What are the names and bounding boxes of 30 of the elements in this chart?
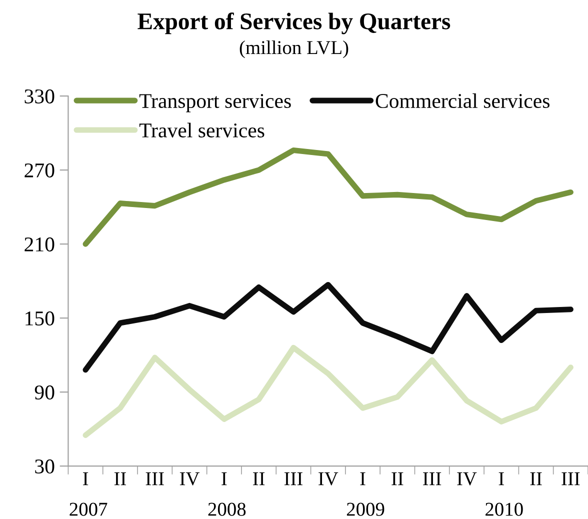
- legend-label: Travel services: [139, 122, 264, 138]
- x-tick-label: III: [146, 472, 164, 486]
- x-tick-label: I: [498, 472, 504, 486]
- legend-label: Transport services: [139, 94, 291, 112]
- chart-title: Export of Services by Quarters: [138, 12, 450, 34]
- y-tick-label: 30: [35, 459, 54, 474]
- x-tick-label: I: [222, 472, 227, 486]
- x-tick-label: III: [423, 472, 442, 486]
- x-tick-label: I: [83, 472, 88, 486]
- y-tick-label: 90: [34, 385, 54, 400]
- x-tick-label: II: [392, 472, 404, 486]
- text: 2009: [346, 502, 384, 516]
- x-tick-label: II: [253, 472, 265, 486]
- x-tick-label: III: [284, 472, 302, 486]
- x-tick-label: IV: [318, 472, 338, 486]
- y-tick-label: 330: [24, 89, 54, 104]
- x-tick-label: II: [114, 472, 126, 486]
- y-tick-label: 150: [26, 311, 54, 326]
- text: 2008: [208, 502, 246, 516]
- legend-label: Commercial services: [376, 93, 550, 108]
- y-tick-label: 270: [24, 163, 54, 178]
- y-tick-label: 210: [24, 237, 54, 252]
- x-tick-label: III: [562, 472, 580, 486]
- x-tick-label: IV: [457, 472, 477, 486]
- x-tick-label: II: [530, 472, 542, 486]
- x-tick-label: IV: [180, 472, 200, 486]
- text: 2010: [486, 502, 523, 516]
- x-tick-label: I: [360, 472, 366, 486]
- chart-subtitle: (million LVL): [240, 40, 348, 58]
- text: 2007: [70, 502, 108, 516]
